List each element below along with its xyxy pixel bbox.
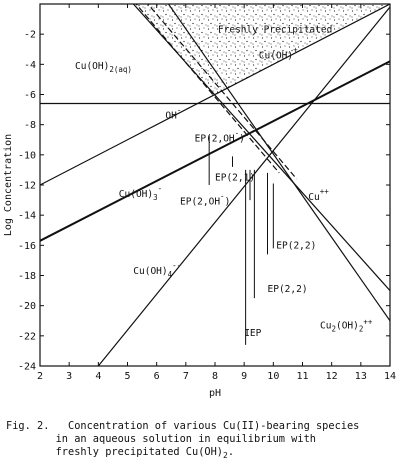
annotation-11-part: IEP	[244, 328, 261, 339]
annotation-10-part: --	[172, 261, 181, 270]
series-line-2	[40, 60, 390, 242]
annotation-12-part: ++	[363, 317, 373, 326]
annotation-4-part: EP(2,1)	[215, 173, 255, 184]
annotation-2-part: -	[177, 106, 182, 115]
caption-line-3-sub: 2	[223, 451, 228, 461]
annotation-5-part: )	[225, 197, 231, 208]
caption-prefix: Fig. 2.	[6, 420, 50, 432]
axis-ticks: 2 3 4 5 6 7 8 9 10 11 12 13 14-2-4-6-8-10-12-14-16-1…	[3, 4, 396, 399]
annotation-8-part: EP(2,2)	[276, 240, 316, 251]
y-tick-label-6: -14	[18, 211, 36, 222]
y-tick-label-4: -10	[18, 150, 36, 161]
y-axis-label: Log Concentration	[3, 134, 14, 236]
annotation-12-part: 2	[331, 324, 336, 333]
annotation-7-part: ++	[320, 187, 330, 196]
annotation-12-part: Cu	[320, 320, 331, 331]
annotation-10: Cu(OH)4--	[133, 261, 181, 279]
annotation-3-part: EP(2,OH	[195, 133, 235, 144]
annotation-6: Cu(OH)3-	[119, 184, 162, 202]
annotation-2-part: OH	[165, 111, 177, 122]
x-tick-label-8: 10	[267, 371, 279, 382]
caption-line-1: Concentration of various Cu(II)-bearing …	[68, 420, 360, 432]
annotation-12-part: (OH)	[336, 320, 359, 331]
annotation-0-part: Cu(OH)	[259, 50, 293, 61]
x-tick-label-9: 11	[296, 371, 308, 382]
annotation-0-part: +	[293, 45, 298, 54]
annotation-12: Cu2(OH)2++	[320, 317, 373, 333]
caption-line-3: freshly precipitated Cu(OH)	[55, 446, 223, 458]
y-tick-label-0: -2	[24, 30, 36, 41]
figure-caption: Fig. 2. Concentration of various Cu(II)-…	[6, 420, 396, 462]
annotation-3: EP(2,OH-)	[195, 128, 245, 144]
annotation-6-part: Cu(OH)	[119, 189, 153, 200]
annotation-3-part: )	[239, 133, 245, 144]
annotation-1: Cu(OH)2(aq)	[75, 61, 132, 74]
y-tick-label-11: -24	[18, 362, 36, 373]
series-line-7	[147, 4, 298, 180]
y-tick-label-9: -20	[18, 301, 36, 312]
series-lines	[40, 4, 390, 366]
y-tick-label-7: -16	[18, 241, 36, 252]
y-tick-label-1: -4	[24, 60, 36, 71]
x-tick-label-7: 9	[241, 371, 247, 382]
y-tick-label-10: -22	[18, 331, 36, 342]
annotation-3-part: -	[235, 128, 240, 137]
annotation-5: EP(2,OH-)	[180, 192, 230, 208]
annotation-9-part: EP(2,2)	[268, 284, 308, 295]
x-tick-label-2: 4	[95, 371, 101, 382]
annotation-1-part: Cu(OH)	[75, 61, 109, 72]
x-tick-label-11: 13	[355, 371, 367, 382]
chart: Freshly Precipitated 2 3 4 5 6 7 8 9 10 11 12 13 14 -…	[3, 3, 396, 399]
series-line-3	[97, 6, 390, 366]
x-tick-label-12: 14	[384, 371, 396, 382]
annotation-1-part: 2(aq)	[109, 65, 132, 74]
y-tick-label-3: -8	[24, 120, 36, 131]
annotation-12-part: 2	[359, 324, 364, 333]
annotation-9: EP(2,2)	[268, 284, 308, 295]
series-line-6	[135, 4, 280, 174]
annotations: Cu(OH)+Cu(OH)2(aq)OH-EP(2,OH-)EP(2,1)EP(…	[75, 45, 373, 339]
annotation-7: Cu++	[308, 187, 329, 203]
y-tick-label-5: -12	[18, 181, 36, 192]
caption-line-3-end: .	[227, 446, 235, 458]
caption-line-2: in an aqueous solution in equilibrium wi…	[55, 433, 316, 445]
annotation-5-part: -	[220, 192, 225, 201]
annotation-2: OH-	[165, 106, 181, 122]
x-tick-label-5: 7	[183, 371, 189, 382]
precipitate-label: Freshly Precipitated	[218, 25, 332, 36]
series-line-5	[167, 4, 390, 322]
annotation-4: EP(2,1)	[215, 173, 255, 184]
y-tick-label-8: -18	[18, 271, 36, 282]
annotation-6-part: 3	[153, 193, 158, 202]
x-axis-label: pH	[209, 388, 221, 399]
x-tick-label-3: 5	[124, 371, 130, 382]
x-tick-label-6: 8	[212, 371, 218, 382]
annotation-8: EP(2,2)	[276, 240, 316, 251]
x-tick-label-4: 6	[154, 371, 160, 382]
x-tick-label-10: 12	[326, 371, 338, 382]
y-tick-label-2: -6	[24, 90, 36, 101]
annotation-0: Cu(OH)+	[259, 45, 298, 61]
annotation-5-part: EP(2,OH	[180, 197, 220, 208]
equivalence-markers	[208, 135, 274, 345]
series-line-4	[132, 4, 390, 292]
annotation-6-part: -	[158, 184, 163, 193]
annotation-11: IEP	[244, 328, 261, 339]
x-tick-label-0: 2	[37, 371, 43, 382]
annotation-10-part: Cu(OH)	[133, 266, 167, 277]
x-tick-label-1: 3	[66, 371, 72, 382]
precipitate-area	[40, 4, 390, 95]
annotation-7-part: Cu	[308, 192, 319, 203]
annotation-10-part: 4	[168, 270, 173, 279]
precipitate-region: Freshly Precipitated	[40, 4, 390, 95]
